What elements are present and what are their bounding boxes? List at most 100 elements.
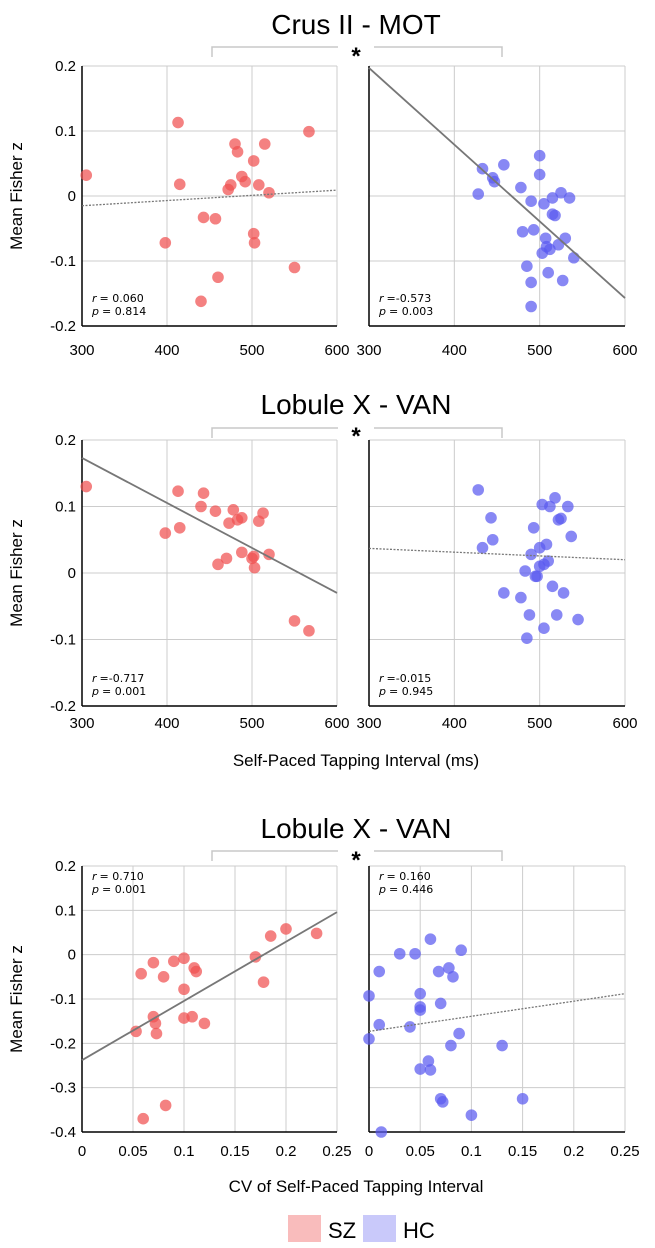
data-point-hc xyxy=(498,159,510,171)
data-point-hc xyxy=(519,565,531,577)
stat-r-symbol: r xyxy=(379,292,385,305)
data-point-sz xyxy=(239,175,251,188)
data-point-hc xyxy=(559,232,572,245)
data-point-hc xyxy=(555,186,567,199)
significance-star: * xyxy=(351,423,361,450)
data-point-sz xyxy=(80,480,93,493)
x-tick-label: 0.2 xyxy=(276,1143,297,1160)
chart-2: Lobule X - VAN * Mean Fisher z Self-Paced T… xyxy=(7,389,638,770)
x-tick-label: 400 xyxy=(442,342,467,359)
data-point-hc xyxy=(544,500,556,513)
stat-p-value: = 0.945 xyxy=(389,685,433,698)
stat-r-value: =-0.717 xyxy=(100,672,145,685)
data-point-hc xyxy=(563,192,576,204)
data-point-hc xyxy=(404,1021,416,1033)
data-point-hc xyxy=(515,591,527,604)
stat-r: r =-0.573 xyxy=(379,292,431,305)
data-point-sz xyxy=(288,261,301,274)
x-tick-label: 0.2 xyxy=(563,1143,584,1160)
data-point-sz xyxy=(135,967,147,980)
stat-p: p = 0.001 xyxy=(91,883,146,896)
stat-r-value: = 0.060 xyxy=(100,292,144,305)
panel-sz: 0 0.05 0.1 0.15 0.2 0.25 0.2 0.1 0 -0.1 -0.2 -0.3 -0… xyxy=(50,858,351,1160)
x-tick-label: 400 xyxy=(154,715,179,732)
data-point-hc xyxy=(521,632,533,644)
data-point-hc xyxy=(565,530,578,543)
data-point-hc xyxy=(572,613,584,626)
data-point-hc xyxy=(486,533,499,546)
legend-swatch-hc xyxy=(363,1215,396,1242)
data-point-sz xyxy=(137,1112,149,1125)
data-point-hc xyxy=(375,1126,388,1138)
stat-p-value: = 0.446 xyxy=(389,883,433,896)
stat-r: r = 0.710 xyxy=(92,870,144,883)
y-tick-label: -0.3 xyxy=(50,1080,76,1097)
data-point-sz xyxy=(236,512,248,524)
data-point-hc xyxy=(555,512,567,525)
data-point-hc xyxy=(546,192,559,204)
data-point-sz xyxy=(247,227,260,240)
stat-p-value: = 0.814 xyxy=(102,305,146,318)
x-tick-label: 300 xyxy=(356,715,381,732)
stat-r: r =-0.717 xyxy=(92,672,144,685)
data-point-sz xyxy=(303,625,315,637)
data-point-sz xyxy=(231,146,244,158)
y-tick-label: 0.1 xyxy=(55,902,76,919)
stat-r-symbol: r xyxy=(92,292,98,305)
data-point-hc xyxy=(424,933,437,945)
data-point-hc xyxy=(393,947,406,960)
data-point-hc xyxy=(414,987,427,1000)
y-axis-label: Mean Fisher z xyxy=(7,945,26,1053)
stat-p-value: = 0.001 xyxy=(102,685,146,698)
bracket-gap xyxy=(338,847,374,859)
data-point-sz xyxy=(247,550,260,563)
data-point-hc xyxy=(472,484,485,496)
x-tick-label: 0.05 xyxy=(118,1143,147,1160)
data-point-sz xyxy=(258,138,271,150)
x-tick-label: 0 xyxy=(78,1143,86,1160)
data-point-sz xyxy=(249,951,262,963)
data-point-sz xyxy=(280,923,292,935)
stat-p-symbol: p xyxy=(378,883,386,896)
data-point-sz xyxy=(197,211,210,224)
data-point-sz xyxy=(212,271,224,284)
data-point-hc xyxy=(542,555,554,567)
x-tick-label: 0 xyxy=(365,1143,373,1160)
data-point-hc xyxy=(363,990,375,1002)
data-point-hc xyxy=(540,538,553,551)
y-tick-label: 0.2 xyxy=(55,858,76,875)
bracket-gap xyxy=(338,424,374,436)
x-tick-label: 0.25 xyxy=(610,1143,639,1160)
x-tick-label: 400 xyxy=(442,715,467,732)
x-tick-label: 0.1 xyxy=(461,1143,482,1160)
data-point-hc xyxy=(527,224,540,236)
x-tick-label: 300 xyxy=(69,715,94,732)
y-tick-label: -0.2 xyxy=(50,318,76,335)
data-point-hc xyxy=(550,609,563,621)
legend-label-hc: HC xyxy=(403,1218,435,1243)
data-point-hc xyxy=(538,198,550,210)
y-tick-label: 0.1 xyxy=(55,499,76,516)
data-point-hc xyxy=(443,962,455,974)
data-point-hc xyxy=(414,1004,427,1016)
x-tick-label: 300 xyxy=(69,342,94,359)
data-point-hc xyxy=(465,1109,478,1121)
data-point-hc xyxy=(498,587,510,599)
data-point-hc xyxy=(515,181,527,194)
data-point-hc xyxy=(533,168,546,181)
stat-r: r =-0.015 xyxy=(379,672,431,685)
stat-r-value: = 0.710 xyxy=(100,870,144,883)
data-point-hc xyxy=(434,997,447,1010)
data-point-hc xyxy=(432,965,445,978)
data-point-hc xyxy=(447,971,459,983)
data-point-sz xyxy=(159,527,172,539)
data-point-sz xyxy=(252,179,265,191)
data-point-sz xyxy=(80,169,93,181)
data-point-hc xyxy=(373,965,386,978)
data-point-hc xyxy=(414,1063,427,1075)
y-tick-label: 0 xyxy=(68,947,76,964)
data-point-hc xyxy=(549,492,561,504)
regression-line xyxy=(368,547,626,561)
y-tick-label: 0.2 xyxy=(55,58,76,75)
